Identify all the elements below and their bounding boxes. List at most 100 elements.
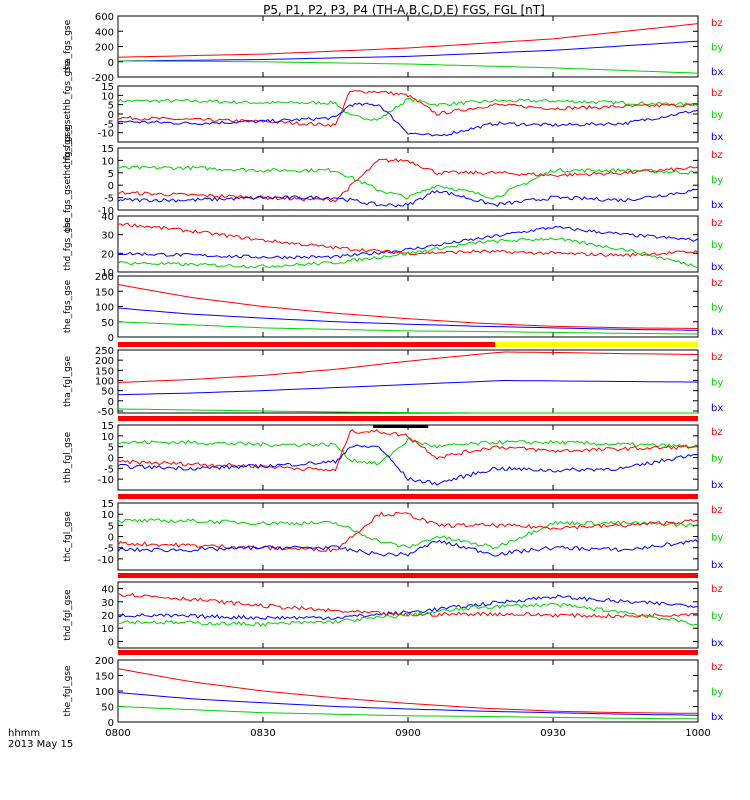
panel-frame: [117, 581, 699, 649]
series-line-by: [117, 321, 698, 335]
x-tick-label: 0800: [105, 728, 130, 739]
legend-bz: bz: [711, 584, 723, 595]
y-tick-label: -5: [104, 194, 114, 205]
series-line-by: [117, 518, 699, 550]
legend-bz: bz: [711, 427, 723, 438]
legend-by: by: [711, 110, 723, 121]
series-line-bx: [117, 102, 699, 137]
x-tick-label: 1000: [685, 728, 710, 739]
y-tick-label: 20: [101, 249, 114, 260]
x-tick-label: 0930: [540, 728, 565, 739]
y-tick-label: 10: [101, 432, 114, 443]
y-tick-label: -10: [98, 475, 114, 486]
y-tick-label: 10: [101, 156, 114, 167]
y-tick-label: 400: [95, 27, 114, 38]
series-line-bx: [117, 379, 699, 396]
series-line-bz: [117, 284, 699, 329]
series-line-by: [117, 165, 699, 200]
y-tick-label: 200: [95, 656, 114, 667]
y-tick-label: 0: [108, 533, 114, 544]
panel: 0 50 100 150 200 the_fgl_gse bz by bx: [63, 656, 723, 729]
y-tick-label: 15: [101, 499, 114, 510]
status-bar: [118, 494, 698, 499]
y-tick-label: 10: [101, 510, 114, 521]
y-tick-label: 30: [101, 231, 114, 242]
legend-bx: bx: [711, 327, 723, 338]
y-tick-label: 150: [95, 672, 114, 683]
series-line-by: [117, 97, 699, 121]
series-line-bz: [117, 592, 699, 619]
series-line-bz: [117, 351, 699, 383]
highlight-bar: [373, 425, 429, 428]
panel: 0 50 100 150 200 the_fgs_gse bz by bx: [63, 272, 723, 344]
y-tick-label: 50: [101, 318, 114, 329]
panel-ylabel: tha_fgs_gse: [63, 19, 73, 73]
y-tick-label: 100: [95, 687, 114, 698]
y-tick-label: -5: [104, 119, 114, 130]
series-line-bx: [117, 40, 699, 62]
legend-by: by: [711, 533, 723, 544]
legend-bx: bx: [711, 480, 723, 491]
legend-bx: bx: [711, 262, 723, 273]
y-tick-label: 10: [101, 91, 114, 102]
legend-bz: bz: [711, 88, 723, 99]
chart-title: P5, P1, P2, P3, P4 (TH-A,B,C,D,E) FGS, F…: [263, 3, 545, 17]
panel-ylabel: thb_fgs_gsethb_fgs_gse: [63, 60, 73, 167]
y-tick-label: 30: [101, 598, 114, 609]
series-line-bx: [117, 307, 699, 331]
y-tick-label: 40: [101, 212, 114, 223]
y-tick-label: 15: [101, 82, 114, 93]
y-tick-label: 0: [108, 454, 114, 465]
y-tick-label: 50: [101, 387, 114, 398]
legend-bz: bz: [711, 352, 723, 363]
series-line-bx: [117, 444, 699, 486]
panel-ylabel: thd_fgs_gse: [63, 217, 73, 271]
series-line-by: [118, 60, 699, 74]
y-tick-label: -50: [98, 407, 114, 418]
y-tick-label: -10: [98, 206, 114, 217]
y-tick-label: 50: [101, 703, 114, 714]
y-tick-label: 250: [95, 346, 114, 357]
panel-ylabel: the_fgl_gse: [63, 665, 73, 717]
status-bar: [118, 342, 495, 347]
x-axis: 0800 0830 0900 0930 1000: [105, 728, 710, 739]
y-tick-label: 200: [95, 43, 114, 54]
x-tick-label: 0900: [395, 728, 420, 739]
series-line-by: [117, 237, 699, 269]
time-label: hhmm: [8, 728, 40, 739]
panel-ylabel: thc_fgs_gsethc_fgs_gse: [63, 126, 73, 232]
series-line-bz: [117, 668, 699, 714]
y-tick-label: 0: [108, 181, 114, 192]
legend-bz: bz: [711, 150, 723, 161]
legend-by: by: [711, 175, 723, 186]
legend-bx: bx: [711, 132, 723, 143]
y-tick-label: 0: [108, 58, 114, 69]
panel-ylabel: thb_fgl_gse: [63, 431, 73, 483]
status-bar: [118, 573, 698, 578]
legend-bz: bz: [711, 18, 723, 29]
y-tick-label: 20: [101, 611, 114, 622]
legend-bx: bx: [711, 403, 723, 414]
y-tick-label: 0: [108, 333, 114, 344]
panel: -200 0 200 400 600 tha_fgs_gse bz by bx: [63, 12, 723, 84]
legend-bx: bx: [711, 67, 723, 78]
status-bar: [118, 650, 698, 655]
legend-bx: bx: [711, 638, 723, 649]
y-tick-label: 200: [95, 356, 114, 367]
panel: 0 10 20 30 40 thd_fgl_gse bz by bx: [63, 581, 723, 649]
legend-bz: bz: [711, 278, 723, 289]
y-tick-label: 0: [108, 718, 114, 729]
series-line-bx: [117, 225, 699, 260]
panel-ylabel: thc_fgl_gse: [63, 511, 73, 562]
legend-bz: bz: [711, 505, 723, 516]
y-tick-label: 0: [108, 110, 114, 121]
legend-bx: bx: [711, 560, 723, 571]
y-tick-label: -5: [104, 544, 114, 555]
